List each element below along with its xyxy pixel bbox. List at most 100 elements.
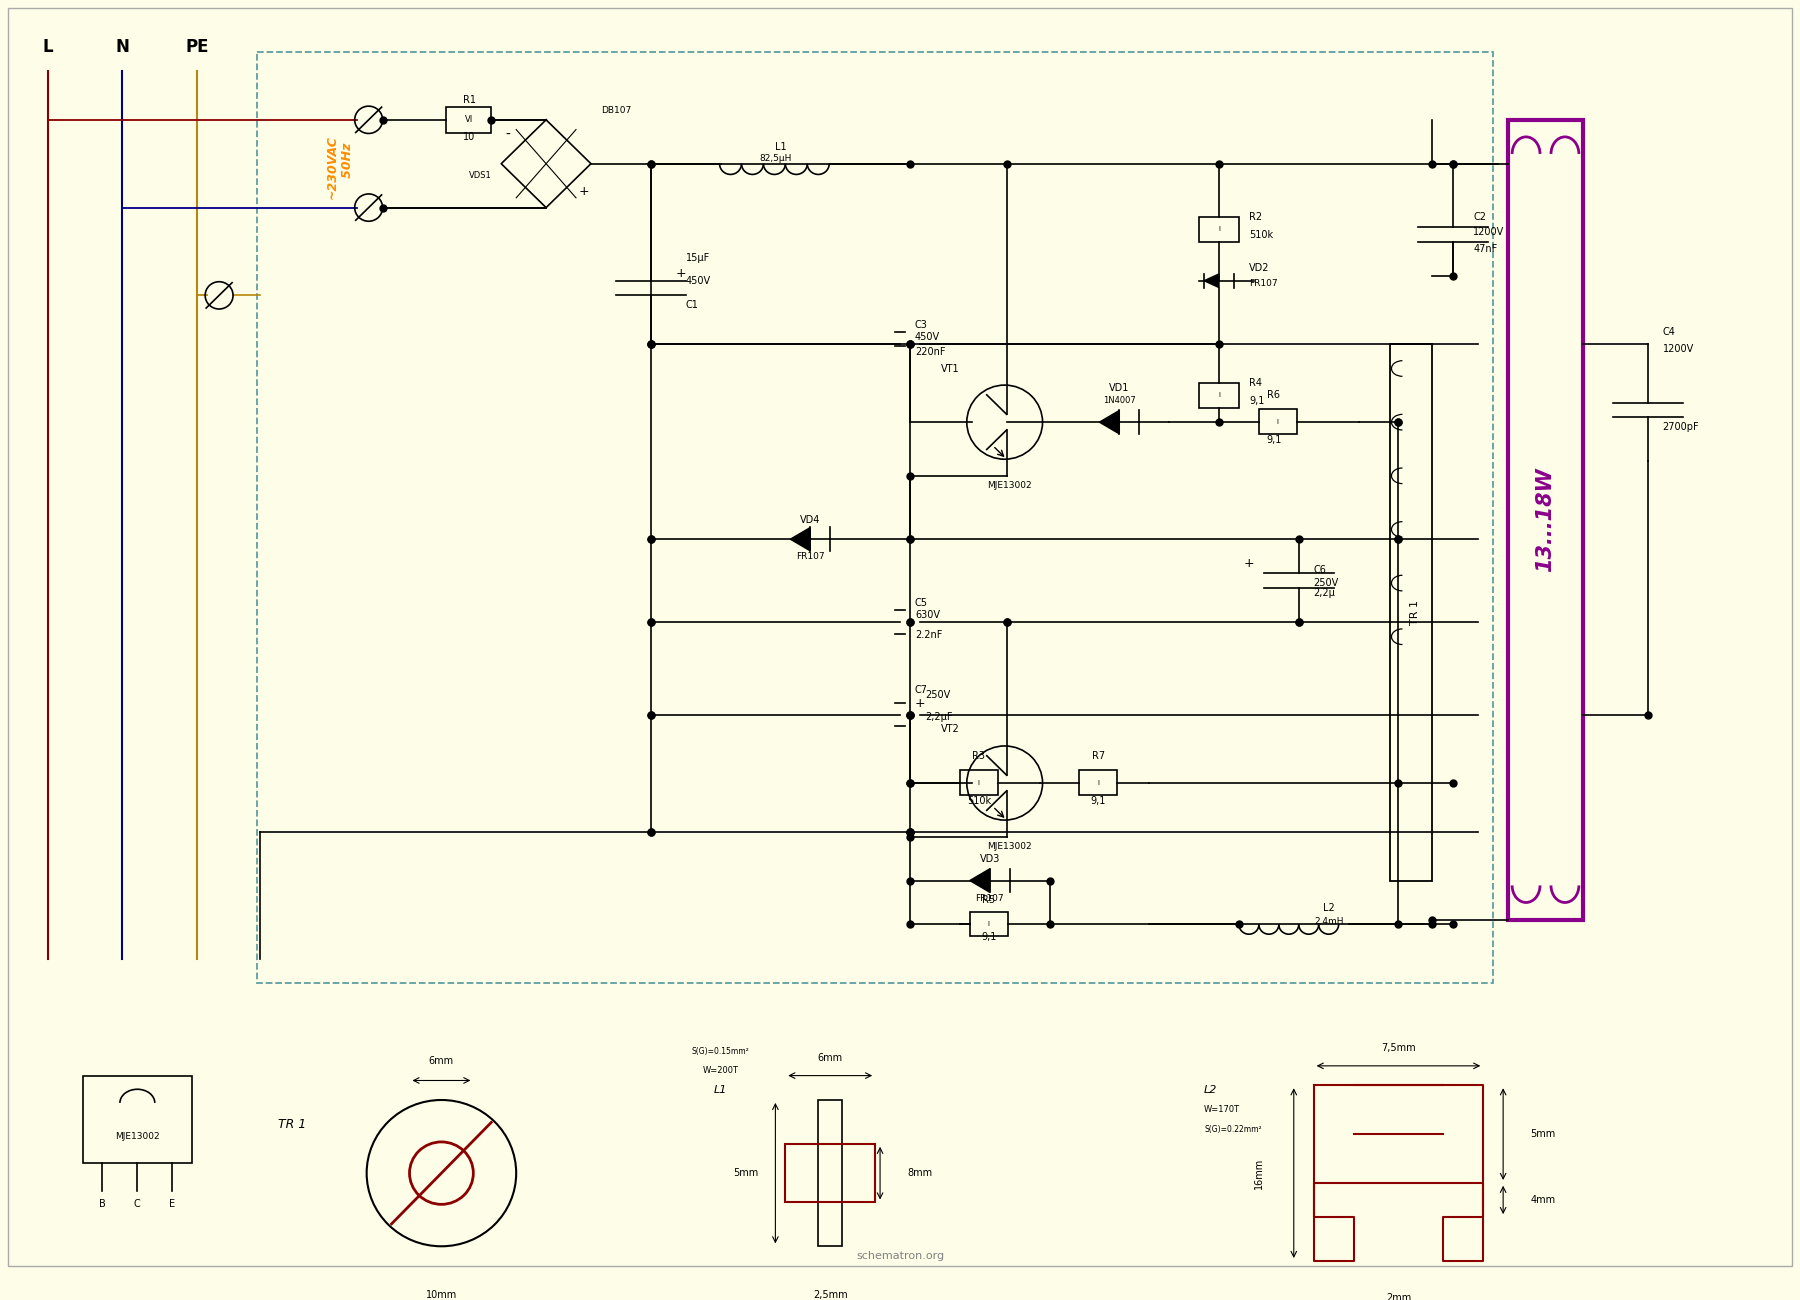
Text: FR107: FR107 — [796, 552, 824, 562]
Text: L2: L2 — [1204, 1086, 1217, 1095]
Text: VT1: VT1 — [941, 364, 959, 373]
Bar — [446, 107, 491, 134]
Text: 15µF: 15µF — [686, 254, 709, 264]
Text: 13...18W: 13...18W — [1535, 468, 1555, 572]
Text: 9,1: 9,1 — [1265, 434, 1282, 445]
Text: R4: R4 — [1249, 378, 1262, 389]
Text: 2,2µF: 2,2µF — [925, 711, 952, 722]
Text: C4: C4 — [1663, 328, 1676, 338]
Text: PE: PE — [185, 38, 209, 56]
Text: 250V: 250V — [1314, 578, 1339, 588]
Text: 1N4007: 1N4007 — [1103, 396, 1136, 406]
Text: I: I — [1219, 226, 1220, 231]
Bar — [959, 771, 997, 794]
Text: I: I — [988, 922, 990, 927]
Polygon shape — [1100, 411, 1120, 434]
Bar — [1080, 771, 1118, 794]
Text: N: N — [115, 38, 130, 56]
Text: 2,5mm: 2,5mm — [814, 1290, 848, 1300]
Text: E: E — [169, 1200, 175, 1209]
Text: 16mm: 16mm — [1255, 1157, 1264, 1188]
Text: DB107: DB107 — [601, 105, 632, 114]
Text: 82,5µH: 82,5µH — [760, 155, 792, 164]
Text: S(G)=0.15mm²: S(G)=0.15mm² — [691, 1046, 749, 1056]
Text: 510k: 510k — [967, 796, 990, 806]
Text: VDS1: VDS1 — [468, 170, 491, 179]
Text: VD2: VD2 — [1249, 263, 1269, 273]
Polygon shape — [790, 528, 810, 551]
Text: 2mm: 2mm — [1386, 1294, 1411, 1300]
Text: 5mm: 5mm — [1530, 1130, 1555, 1139]
Text: R6: R6 — [1267, 390, 1280, 400]
Text: 10mm: 10mm — [427, 1290, 457, 1300]
Bar — [970, 911, 1008, 936]
Text: TR 1: TR 1 — [277, 1118, 306, 1131]
Text: C6: C6 — [1314, 566, 1327, 576]
Text: C5: C5 — [914, 598, 929, 607]
Polygon shape — [1204, 274, 1219, 287]
Text: 2.2nF: 2.2nF — [914, 629, 943, 640]
Text: L1: L1 — [774, 142, 787, 152]
Text: R1: R1 — [463, 95, 475, 105]
Text: 250V: 250V — [925, 690, 950, 701]
Text: 2700pF: 2700pF — [1663, 422, 1699, 432]
Text: 4mm: 4mm — [1530, 1196, 1555, 1205]
Text: MJE13002: MJE13002 — [988, 842, 1031, 852]
Text: 47nF: 47nF — [1472, 243, 1498, 254]
Text: 6mm: 6mm — [428, 1056, 454, 1066]
Text: 7,5mm: 7,5mm — [1381, 1044, 1417, 1053]
Text: 2,4mH: 2,4mH — [1314, 916, 1343, 926]
Text: C: C — [133, 1200, 140, 1209]
Text: R5: R5 — [983, 894, 995, 905]
Text: schematron.org: schematron.org — [857, 1251, 943, 1261]
Text: VD4: VD4 — [799, 515, 821, 525]
Bar — [1199, 217, 1238, 242]
Text: MJE13002: MJE13002 — [988, 481, 1031, 490]
Text: I: I — [977, 780, 979, 786]
Text: C2: C2 — [1472, 212, 1487, 222]
Text: 220nF: 220nF — [914, 347, 945, 358]
Text: FR107: FR107 — [976, 893, 1004, 902]
Text: L1: L1 — [715, 1086, 727, 1095]
Text: W=200T: W=200T — [702, 1066, 738, 1075]
Text: R3: R3 — [972, 750, 985, 760]
Text: TR 1: TR 1 — [1411, 599, 1420, 625]
Text: I: I — [1098, 780, 1100, 786]
Text: W=170T: W=170T — [1204, 1105, 1240, 1114]
Text: -: - — [506, 127, 511, 142]
Text: VI: VI — [464, 116, 473, 125]
Text: C3: C3 — [914, 320, 927, 330]
Text: 8mm: 8mm — [907, 1169, 932, 1178]
Bar — [257, 52, 1494, 983]
Text: +: + — [1244, 558, 1255, 571]
Text: C1: C1 — [686, 300, 698, 311]
Polygon shape — [970, 868, 990, 892]
Text: VD3: VD3 — [979, 854, 1001, 864]
Text: VT2: VT2 — [940, 724, 959, 734]
Text: MJE13002: MJE13002 — [115, 1131, 160, 1140]
Bar — [1258, 410, 1296, 434]
Text: 2,2µ: 2,2µ — [1314, 588, 1336, 598]
Text: R7: R7 — [1093, 750, 1105, 760]
Text: I: I — [1219, 391, 1220, 398]
Bar — [785, 1144, 875, 1202]
Text: 1200V: 1200V — [1663, 344, 1694, 354]
Text: R2: R2 — [1249, 212, 1262, 222]
Bar — [1508, 120, 1582, 919]
Text: B: B — [99, 1200, 106, 1209]
Text: 9,1: 9,1 — [1091, 796, 1105, 806]
Text: +: + — [914, 697, 925, 710]
Bar — [819, 1100, 842, 1247]
Bar — [83, 1075, 193, 1164]
Text: 9,1: 9,1 — [1249, 395, 1264, 406]
Text: 510k: 510k — [1249, 230, 1273, 240]
Text: +: + — [675, 268, 686, 281]
Bar — [1199, 384, 1238, 407]
Text: +: + — [578, 185, 589, 198]
Bar — [1390, 344, 1433, 880]
Text: L2: L2 — [1323, 903, 1334, 913]
Text: FR107: FR107 — [1249, 280, 1278, 289]
Text: 5mm: 5mm — [733, 1169, 758, 1178]
Text: C7: C7 — [914, 685, 929, 696]
Text: 450V: 450V — [914, 333, 940, 342]
